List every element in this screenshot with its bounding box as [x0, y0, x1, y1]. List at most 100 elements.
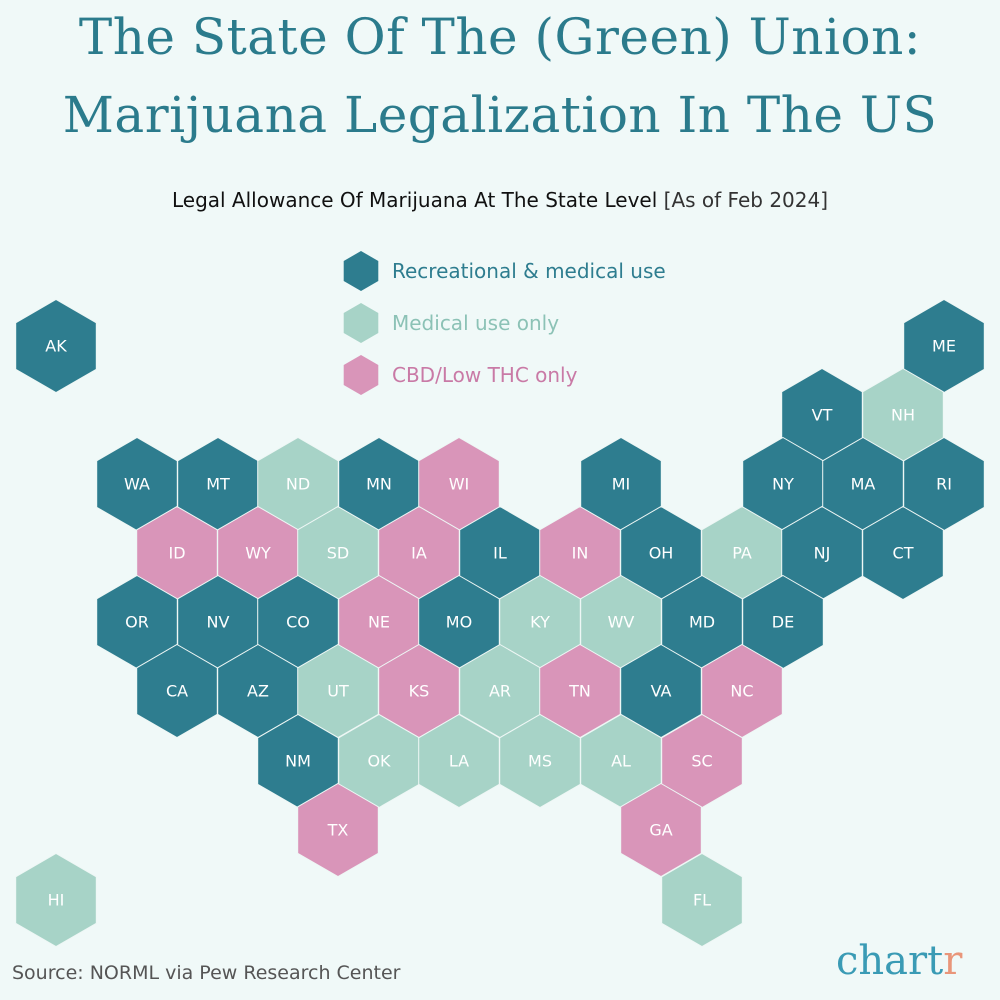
state-label: NE: [368, 613, 390, 632]
state-label: WY: [245, 544, 271, 563]
source-note: Source: NORML via Pew Research Center: [12, 962, 401, 984]
legend-hex-icon: [343, 303, 379, 343]
state-label: WI: [449, 475, 470, 494]
state-hex-nd: ND: [257, 436, 339, 532]
state-hex-al: AL: [580, 713, 662, 809]
state-hex-hi: HI: [15, 852, 97, 948]
state-hex-de: DE: [742, 574, 824, 670]
state-label: VA: [651, 682, 672, 701]
state-label: FL: [693, 891, 711, 910]
hex-shape: [661, 713, 743, 809]
hex-shape: [742, 574, 824, 670]
state-label: MA: [851, 475, 876, 494]
state-label: CT: [893, 544, 914, 563]
hex-shape: [620, 782, 702, 878]
state-hex-ri: RI: [903, 436, 985, 532]
state-hex-mi: MI: [580, 436, 662, 532]
state-label: MD: [689, 613, 715, 632]
state-label: NJ: [814, 544, 831, 563]
state-hex-nc: NC: [701, 643, 783, 739]
state-label: RI: [936, 475, 952, 494]
legend-item-cbd: CBD/Low THC only: [340, 355, 577, 395]
state-label: AZ: [247, 682, 269, 701]
state-hex-tx: TX: [297, 782, 379, 878]
state-hex-mt: MT: [177, 436, 259, 532]
chartr-logo: chartr: [836, 938, 963, 984]
subtitle: Legal Allowance Of Marijuana At The Stat…: [0, 188, 1000, 212]
state-label: ID: [168, 544, 185, 563]
state-hex-az: AZ: [217, 643, 299, 739]
state-label: NC: [730, 682, 753, 701]
hex-shape: [661, 852, 743, 948]
state-hex-ct: CT: [862, 505, 944, 601]
hex-shape: [15, 852, 97, 948]
state-hex-co: CO: [257, 574, 339, 670]
legend-hex-icon: [343, 355, 379, 395]
state-label: SD: [327, 544, 349, 563]
state-label: AR: [489, 682, 511, 701]
title-line-1: The State Of The (Green) Union:: [78, 8, 922, 66]
state-hex-la: LA: [418, 713, 500, 809]
state-label: ND: [286, 475, 310, 494]
state-label: MT: [206, 475, 230, 494]
hex-shape: [862, 505, 944, 601]
state-label: IN: [572, 544, 589, 563]
state-label: ME: [932, 337, 956, 356]
state-label: OK: [367, 752, 391, 771]
state-label: AL: [611, 752, 631, 771]
state-label: NM: [285, 752, 311, 771]
state-label: IA: [411, 544, 427, 563]
state-label: KS: [409, 682, 430, 701]
state-label: WA: [124, 475, 150, 494]
state-hex-me: ME: [903, 298, 985, 394]
state-label: LA: [449, 752, 469, 771]
state-label: WV: [608, 613, 635, 632]
legend-label: Medical use only: [392, 311, 560, 335]
state-hex-ga: GA: [620, 782, 702, 878]
state-label: PA: [732, 544, 752, 563]
state-label: OR: [125, 613, 149, 632]
legend-label: CBD/Low THC only: [392, 363, 578, 387]
state-label: MO: [446, 613, 472, 632]
state-label: VT: [812, 406, 833, 425]
state-label: IL: [493, 544, 507, 563]
title-line-2: Marijuana Legalization In The US: [62, 86, 938, 144]
state-hex-ny: NY: [742, 436, 824, 532]
state-hex-mn: MN: [338, 436, 420, 532]
state-label: CO: [286, 613, 310, 632]
state-label: MN: [366, 475, 392, 494]
state-hex-vt: VT: [781, 367, 863, 463]
state-hex-va: VA: [620, 643, 702, 739]
legend-label: Recreational & medical use: [392, 259, 666, 283]
state-label: HI: [48, 891, 65, 910]
state-hex-il: IL: [459, 505, 541, 601]
state-label: TN: [568, 682, 591, 701]
state-label: KY: [530, 613, 550, 632]
state-label: NV: [207, 613, 230, 632]
state-hex-nh: NH: [862, 367, 944, 463]
state-label: TX: [327, 821, 349, 840]
legend-hex-icon: [343, 251, 379, 291]
subtitle-date-note: [As of Feb 2024]: [663, 188, 829, 212]
state-label: NH: [891, 406, 915, 425]
state-hex-sc: SC: [661, 713, 743, 809]
hex-shape: [15, 298, 97, 394]
state-label: NY: [772, 475, 794, 494]
hex-shape: [297, 782, 379, 878]
state-label: CA: [166, 682, 188, 701]
state-label: DE: [772, 613, 794, 632]
legend-item-recreational: Recreational & medical use: [340, 251, 666, 291]
state-hex-wi: WI: [418, 436, 500, 532]
legend-item-medical: Medical use only: [340, 303, 559, 343]
state-label: MS: [528, 752, 552, 771]
state-label: UT: [327, 682, 349, 701]
state-hex-ca: CA: [136, 643, 218, 739]
hex-shape: [903, 436, 985, 532]
subtitle-text: Legal Allowance Of Marijuana At The Stat…: [171, 188, 658, 212]
state-hex-ia: IA: [378, 505, 460, 601]
hex-shape: [903, 298, 985, 394]
state-label: SC: [691, 752, 712, 771]
state-label: GA: [649, 821, 672, 840]
state-hex-fl: FL: [661, 852, 743, 948]
